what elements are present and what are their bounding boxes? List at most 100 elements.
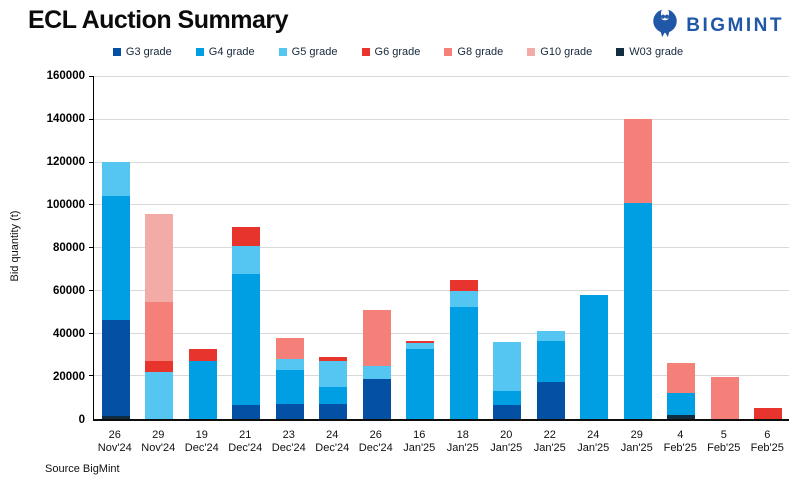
y-tick-label: 160000 [46, 70, 85, 82]
bar-segment-g5 [406, 342, 435, 350]
bar-segment-g6 [145, 360, 174, 372]
legend-swatch-icon [195, 48, 204, 56]
stacked-bar-4-Feb25 [667, 363, 696, 419]
bar-segment-g8 [667, 363, 696, 394]
plot-area [89, 76, 789, 421]
x-axis-label: 24 Dec'24 [315, 429, 350, 454]
stacked-bar-22-Jan25 [536, 330, 565, 419]
bar-segment-g5 [145, 371, 174, 419]
gridline [94, 118, 789, 120]
legend-item-w03: W03 grade [616, 46, 683, 58]
gridline [94, 289, 789, 291]
stacked-bar-26-Nov24 [101, 162, 130, 419]
legend-item-g6: G6 grade [361, 46, 421, 58]
y-tick-mark [89, 161, 94, 163]
bar-segment-g3 [493, 405, 522, 419]
legend-swatch-icon [444, 48, 453, 56]
stacked-bar-23-Dec24 [275, 338, 304, 419]
legend-item-g5: G5 grade [278, 46, 338, 58]
bar-segment-g3 [232, 405, 261, 419]
legend-swatch-icon [112, 48, 121, 56]
gridline [94, 332, 789, 334]
bar-segment-g6 [754, 408, 783, 419]
x-axis-label: 23 Dec'24 [271, 429, 306, 454]
bar-segment-g4 [449, 307, 478, 419]
bar-segment-g4 [275, 369, 304, 404]
x-axis-label: 22 Jan'25 [533, 429, 566, 454]
y-tick-mark [89, 247, 94, 248]
legend-swatch-icon [278, 48, 287, 56]
stacked-bar-6-Feb25 [754, 408, 783, 419]
stacked-bar-29-Jan25 [623, 119, 652, 419]
x-axis-label: 20 Jan'25 [490, 429, 523, 454]
legend-label: W03 grade [629, 46, 684, 58]
stacked-bar-24-Jan25 [580, 295, 609, 419]
y-tick-label: 40000 [53, 328, 85, 340]
gridline [94, 76, 789, 77]
x-axis-label: 19 Dec'24 [184, 429, 219, 454]
legend-item-g3: G3 grade [112, 46, 172, 58]
x-axis-label: 21 Dec'24 [228, 429, 263, 454]
stacked-bar-20-Jan25 [493, 341, 522, 419]
stacked-bar-24-Dec24 [319, 356, 348, 419]
legend-label: G5 grade [291, 46, 338, 58]
x-axis-label: 6 Feb'25 [750, 429, 784, 454]
page-title: ECL Auction Summary [28, 6, 289, 34]
x-axis-label: 4 Feb'25 [663, 429, 697, 454]
legend-item-g4: G4 grade [195, 46, 255, 58]
y-tick-label: 120000 [46, 156, 85, 168]
bar-segment-g4 [623, 202, 652, 419]
x-axis-label: 29 Nov'24 [141, 429, 176, 454]
brand-logo: BIGMINT [650, 8, 784, 43]
bar-segment-g6 [232, 226, 261, 246]
y-tick-label: 0 [78, 414, 85, 426]
bar-segment-g8 [145, 301, 174, 361]
bar-segment-g4 [232, 273, 261, 406]
bar-segment-g3 [275, 403, 304, 419]
legend-label: G6 grade [374, 46, 421, 58]
stacked-bar-21-Dec24 [232, 226, 261, 419]
bar-segment-g5 [275, 358, 304, 370]
legend-label: G10 grade [540, 46, 593, 58]
y-tick-mark [89, 289, 94, 291]
bar-segment-g5 [536, 330, 565, 341]
y-tick-label: 60000 [53, 285, 85, 297]
bar-segment-g4 [493, 391, 522, 406]
bar-segment-g5 [493, 341, 522, 392]
legend-swatch-icon [361, 48, 370, 56]
bar-segment-g4 [188, 360, 217, 419]
legend-item-g8: G8 grade [444, 46, 503, 58]
bar-segment-g5 [101, 162, 130, 197]
x-axis-label: 24 Jan'25 [577, 429, 610, 454]
y-tick-label: 100000 [46, 199, 85, 211]
y-tick-mark [89, 118, 94, 120]
bar-segment-w03 [667, 414, 696, 419]
x-axis-label: 26 Nov'24 [97, 429, 132, 454]
bar-segment-g8 [275, 338, 304, 359]
bar-segment-g3 [362, 379, 391, 419]
gridline [94, 247, 789, 248]
x-axis-label: 29 Jan'25 [620, 429, 653, 454]
legend-label: G8 grade [457, 46, 504, 58]
gridline [94, 375, 789, 377]
bar-segment-g8 [710, 377, 739, 419]
stacked-bar-29-Nov24 [145, 213, 174, 419]
gridline [94, 161, 789, 163]
bar-segment-g5 [319, 360, 348, 387]
legend-label: G3 grade [125, 46, 172, 58]
stacked-bar-19-Dec24 [188, 349, 217, 419]
y-tick-mark [89, 204, 94, 206]
y-tick-label: 140000 [46, 113, 85, 125]
bar-segment-g4 [667, 393, 696, 415]
bar-segment-g3 [101, 320, 130, 416]
bar-segment-g6 [406, 340, 435, 343]
stacked-bar-16-Jan25 [406, 340, 435, 419]
stacked-bar-18-Jan25 [449, 280, 478, 419]
y-tick-label: 20000 [53, 371, 85, 383]
bar-segment-g6 [319, 356, 348, 361]
bar-segment-g4 [536, 340, 565, 383]
x-axis-label: 18 Jan'25 [446, 429, 479, 454]
bar-segment-g6 [188, 349, 217, 361]
bar-segment-g8 [362, 310, 391, 367]
